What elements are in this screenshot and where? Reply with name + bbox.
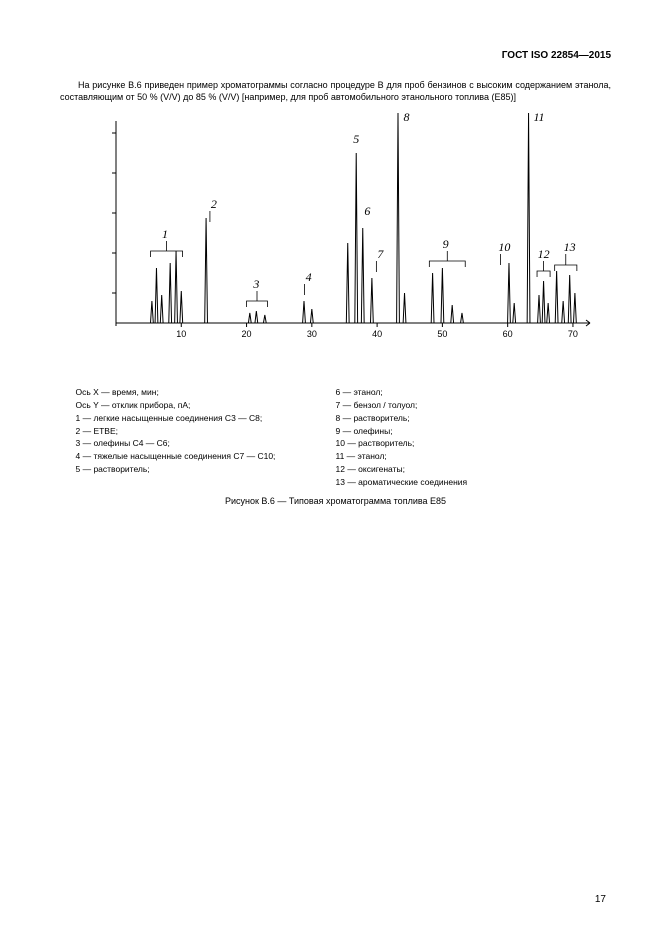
svg-text:10: 10 [498,240,510,254]
svg-text:12: 12 [537,247,549,261]
svg-text:5: 5 [353,132,359,146]
svg-text:8: 8 [403,113,409,124]
legend-row: 3 — олефины С4 — С6; [76,437,336,450]
svg-text:70: 70 [567,329,577,339]
legend-row: 7 — бензол / толуол; [336,399,596,412]
legend-row: Ось X — время, мин; [76,386,336,399]
svg-text:10: 10 [176,329,186,339]
legend-row: Ось Y — отклик прибора, пА; [76,399,336,412]
legend-row: 12 — оксигенаты; [336,463,596,476]
legend-row: 11 — этанол; [336,450,596,463]
legend-row: 13 — ароматические соединения [336,476,596,489]
svg-text:6: 6 [364,204,370,218]
figure-caption: Рисунок В.6 — Типовая хроматограмма топл… [60,496,611,506]
svg-text:4: 4 [305,270,311,284]
page-number: 17 [595,894,606,905]
svg-text:20: 20 [241,329,251,339]
svg-text:30: 30 [306,329,316,339]
legend-row: 6 — этанол; [336,386,596,399]
svg-text:3: 3 [252,277,259,291]
chromatogram-svg: 1020304050607012345678910111213 [76,113,596,373]
legend-row: 2 — ЕТВЕ; [76,425,336,438]
legend-row: 1 — легкие насыщенные соединения С3 — С8… [76,412,336,425]
intro-paragraph: На рисунке В.6 приведен пример хроматогр… [60,79,611,103]
legend-column-right: 6 — этанол;7 — бензол / толуол;8 — раств… [336,386,596,488]
page: ГОСТ ISO 22854—2015 На рисунке В.6 приве… [0,0,661,935]
figure-legend: Ось X — время, мин;Ось Y — отклик прибор… [76,386,596,488]
svg-text:7: 7 [377,247,384,261]
legend-column-left: Ось X — время, мин;Ось Y — отклик прибор… [76,386,336,488]
legend-row: 10 — растворитель; [336,437,596,450]
svg-text:2: 2 [210,197,216,211]
legend-row: 5 — растворитель; [76,463,336,476]
svg-text:13: 13 [563,240,575,254]
legend-row: 9 — олефины; [336,425,596,438]
legend-row: 8 — растворитель; [336,412,596,425]
svg-text:11: 11 [533,113,544,124]
legend-row: 4 — тяжелые насыщенные соединения С7 — С… [76,450,336,463]
svg-text:1: 1 [161,227,167,241]
svg-text:40: 40 [372,329,382,339]
svg-text:50: 50 [437,329,447,339]
doc-standard-header: ГОСТ ISO 22854—2015 [60,50,611,61]
svg-text:60: 60 [502,329,512,339]
svg-text:9: 9 [442,237,448,251]
chromatogram-figure: 1020304050607012345678910111213 [76,113,596,378]
